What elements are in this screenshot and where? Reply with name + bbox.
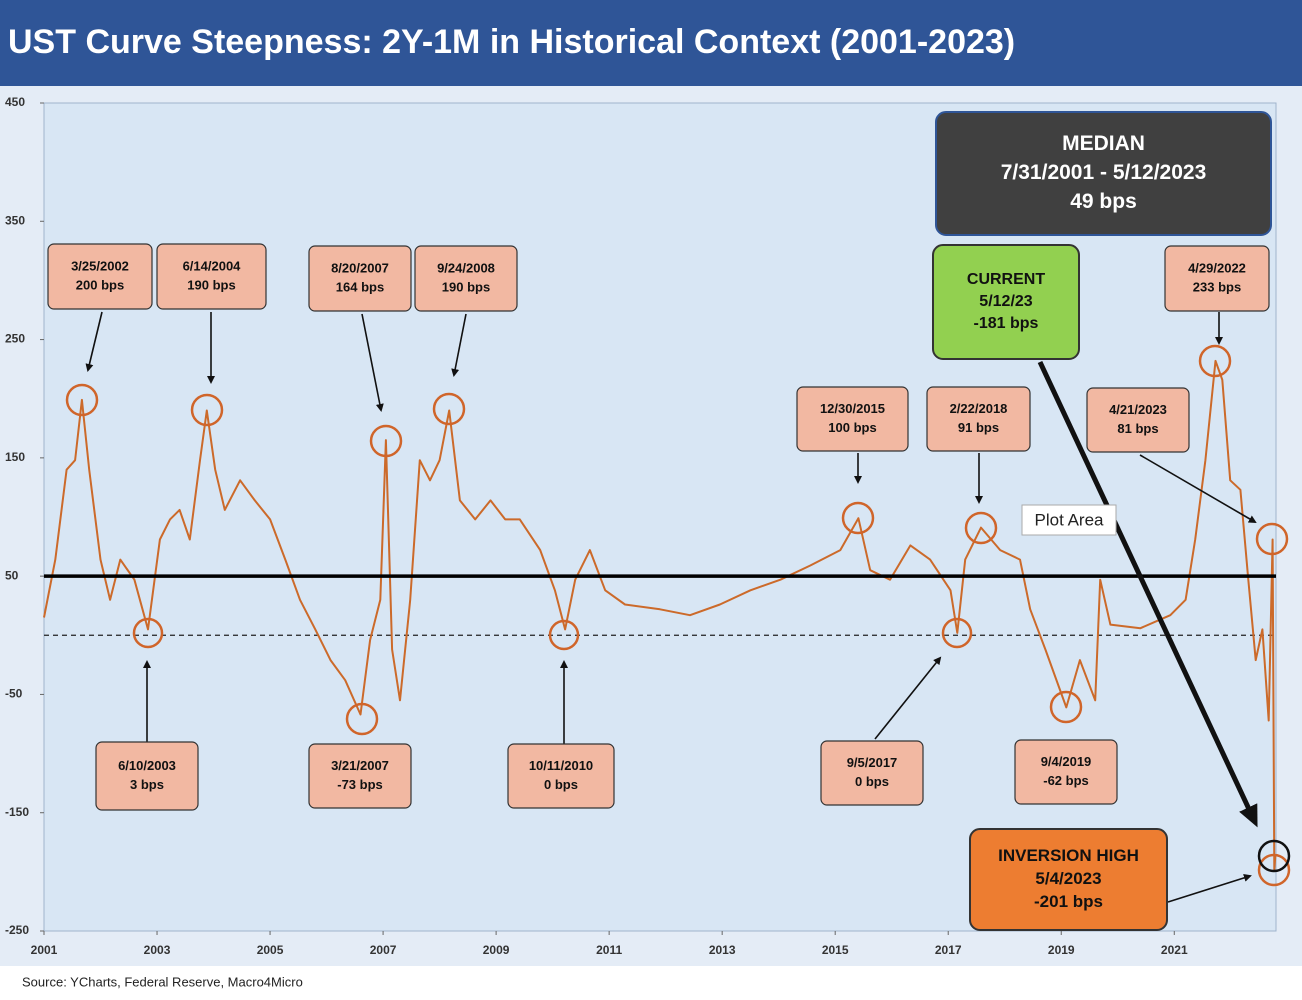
annotation-box	[414, 245, 518, 312]
annotation-box	[308, 743, 412, 809]
annotation-text: -181 bps	[974, 315, 1039, 332]
annotation-text: 9/24/2008	[437, 260, 495, 275]
x-tick-label: 2015	[822, 943, 849, 957]
annotation-text: 3/25/2002	[71, 258, 129, 273]
y-tick-label: 150	[5, 450, 25, 464]
annotation-box	[156, 243, 267, 310]
annotation-text: -62 bps	[1043, 773, 1089, 788]
annotations: 3/25/2002 200 bps 6/14/2004 190 bps 8/20/200…	[47, 111, 1272, 931]
annotation-text: 81 bps	[1117, 421, 1158, 436]
annotation-text: 10/11/2010	[529, 758, 593, 773]
annotation-text: 2/22/2018	[950, 401, 1008, 416]
annotation-box	[95, 741, 199, 811]
annotation-text: 0 bps	[544, 777, 578, 792]
x-tick-label: 2013	[709, 943, 736, 957]
plot	[40, 102, 1277, 935]
annotation-box	[308, 245, 412, 312]
source: Source: YCharts, Federal Reserve, Macro4…	[22, 974, 303, 989]
annotation-box	[935, 111, 1272, 236]
annotation-text: 6/14/2004	[183, 258, 242, 273]
chart-title: UST Curve Steepness: 2Y-1M in Historical…	[8, 23, 1015, 61]
annotation-box	[47, 243, 153, 310]
annotation-box	[969, 828, 1168, 931]
annotation-text: 3/21/2007	[331, 758, 389, 773]
annotation-text: CURRENT	[967, 271, 1045, 288]
annotation-text: -201 bps	[1034, 892, 1103, 911]
annotation-box	[796, 386, 909, 452]
annotation-text: 100 bps	[828, 420, 876, 435]
annotation-text: 4/21/2023	[1109, 402, 1167, 417]
title-bar	[0, 0, 1302, 86]
y-tick-label: 350	[5, 213, 25, 227]
annotation-text: 3 bps	[130, 777, 164, 792]
annotation-box	[820, 740, 924, 806]
annotation-box	[926, 386, 1031, 452]
x-tick-label: 2001	[31, 943, 58, 957]
annotation-text: 164 bps	[336, 279, 384, 294]
x-tick-label: 2017	[935, 943, 962, 957]
arrows	[85, 311, 1258, 903]
series-line	[43, 359, 1277, 871]
annotation-text: 9/5/2017	[847, 755, 898, 770]
y-tick-label: 450	[5, 95, 25, 109]
annotation-text: 6/10/2003	[118, 758, 176, 773]
y-tick-label: 250	[5, 332, 25, 346]
annotation-text: 190 bps	[187, 277, 235, 292]
annotation-text: 190 bps	[442, 279, 490, 294]
x-tick-label: 2003	[144, 943, 171, 957]
annotation-text: -73 bps	[337, 777, 383, 792]
highlight-circles	[65, 344, 1291, 887]
y-tick-label: -50	[5, 687, 23, 701]
tooltip: Plot Area	[1035, 510, 1105, 529]
x-tick-label: 2007	[370, 943, 397, 957]
annotation-text: MEDIAN	[1062, 132, 1145, 155]
y-tick-label: -250	[5, 923, 29, 937]
annotation-text: 5/4/2023	[1035, 869, 1101, 888]
annotation-text: 49 bps	[1070, 190, 1137, 213]
annotation-text: 200 bps	[76, 277, 124, 292]
annotation-text: 233 bps	[1193, 279, 1241, 294]
annotation-text: INVERSION HIGH	[998, 846, 1139, 865]
annotation-text: 12/30/2015	[820, 401, 885, 416]
annotation-box	[507, 743, 615, 809]
x-tick-label: 2021	[1161, 943, 1188, 957]
annotation-text: 7/31/2001 - 5/12/2023	[1001, 161, 1207, 184]
x-tick-label: 2005	[257, 943, 284, 957]
annotation-text: 9/4/2019	[1041, 754, 1092, 769]
annotation-text: 5/12/23	[979, 293, 1032, 310]
annotation-text: 4/29/2022	[1188, 260, 1246, 275]
x-tick-label: 2009	[483, 943, 510, 957]
tooltip-box	[1021, 504, 1117, 536]
annotation-box	[1086, 387, 1190, 453]
x-tick-label: 2011	[596, 943, 622, 957]
x-tick-label: 2019	[1048, 943, 1075, 957]
y-tick-label: -150	[5, 805, 29, 819]
footer	[0, 966, 1302, 1000]
annotation-box	[1164, 245, 1270, 312]
annotation-text: 8/20/2007	[331, 260, 389, 275]
annotation-text: 0 bps	[855, 774, 889, 789]
annotation-box	[932, 244, 1080, 360]
annotation-box	[1014, 739, 1118, 805]
annotation-text: 91 bps	[958, 420, 999, 435]
y-tick-label: 50	[5, 568, 19, 582]
